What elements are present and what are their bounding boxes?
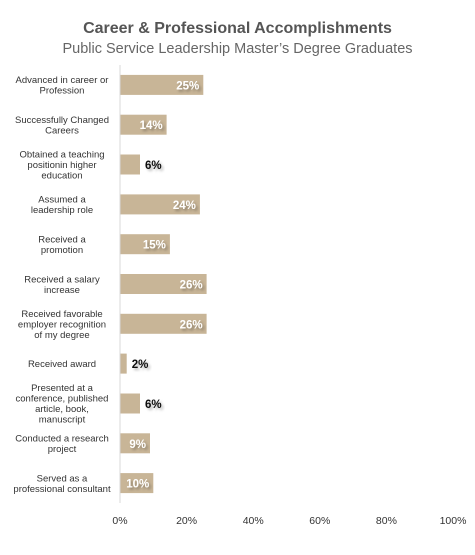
value-label: 15% — [143, 240, 166, 252]
bar — [120, 114, 167, 135]
bar — [120, 74, 204, 95]
category-label: Assumed a leadership role — [31, 195, 93, 217]
value-label: 9% — [129, 439, 146, 451]
value-label: 25% — [176, 80, 199, 92]
chart-title: Career & Professional Accomplishments — [83, 20, 392, 37]
bar — [120, 274, 207, 294]
bar — [120, 313, 207, 334]
category-label: Received award — [28, 359, 96, 370]
bar — [120, 154, 140, 175]
value-label: 24% — [173, 200, 196, 212]
x-tick-label: 20% — [176, 515, 197, 527]
value-label: 10% — [126, 479, 149, 491]
value-label: 26% — [180, 319, 203, 331]
category-label: Received a salary increase — [24, 274, 100, 296]
bar — [120, 433, 150, 454]
x-tick-label: 60% — [309, 515, 330, 527]
value-label: 14% — [140, 120, 163, 132]
value-label: 6% — [145, 399, 162, 411]
value-label: 6% — [145, 160, 162, 172]
category-label: Successfully Changed Careers — [15, 115, 109, 137]
bar — [120, 473, 154, 494]
category-label: Received favorable employer recognition of… — [18, 309, 106, 341]
value-label: 26% — [180, 280, 203, 292]
chart-subtitle: Public Service Leadership Master’s Degre… — [62, 41, 413, 57]
x-tick-label: 80% — [376, 515, 397, 527]
bar — [120, 353, 127, 374]
bar — [120, 393, 140, 414]
category-label: Received a promotion — [38, 234, 86, 256]
x-tick-label: 40% — [243, 515, 264, 527]
category-label: Conducted a research project — [15, 434, 108, 456]
bar — [120, 234, 170, 255]
category-label: Obtained a teaching positionin higher educ… — [19, 150, 104, 182]
value-label: 2% — [132, 359, 149, 371]
category-label: Served as a professional consultant — [13, 473, 111, 495]
category-label: Presented at a conference, published artic… — [16, 383, 109, 426]
x-tick-label: 100% — [440, 515, 467, 527]
category-label: Advanced in career or Profession — [16, 75, 109, 97]
x-tick-label: 0% — [112, 515, 127, 527]
bar — [120, 194, 200, 215]
